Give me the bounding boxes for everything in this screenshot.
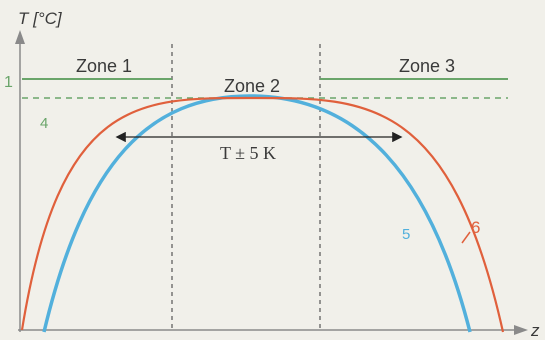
red-curve [20, 96, 505, 333]
x-axis-arrow-icon [514, 325, 528, 335]
blue-curve [42, 94, 472, 333]
curve-label-6: 6 [471, 218, 480, 237]
x-axis-label: z [530, 321, 540, 340]
curve-label-1: 1 [4, 74, 13, 91]
zone-2-label: Zone 2 [224, 76, 280, 96]
zone-3-label: Zone 3 [399, 56, 455, 76]
zone-1-label: Zone 1 [76, 56, 132, 76]
curve-label-5: 5 [402, 226, 410, 243]
curve-6-leader [461, 231, 471, 244]
tolerance-label: T ± 5 K [220, 143, 276, 163]
y-axis-label: T [°C] [18, 9, 63, 28]
curve-label-4: 4 [40, 115, 48, 132]
y-axis-arrow-icon [15, 30, 25, 44]
